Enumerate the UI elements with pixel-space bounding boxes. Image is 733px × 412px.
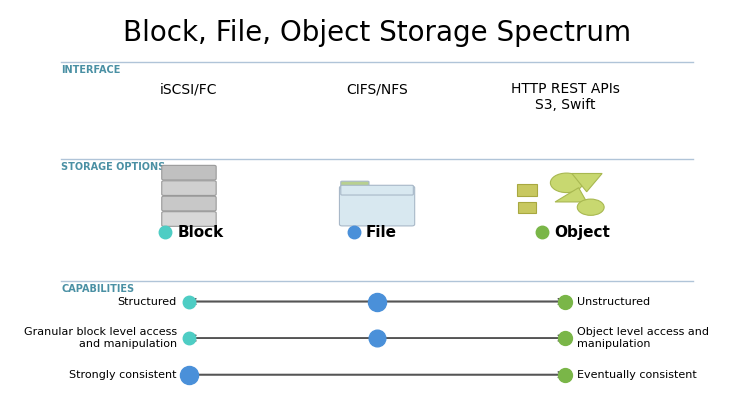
Polygon shape [572, 173, 602, 192]
Text: Block, File, Object Storage Spectrum: Block, File, Object Storage Spectrum [123, 19, 631, 47]
Text: File: File [366, 225, 397, 240]
FancyBboxPatch shape [162, 196, 216, 211]
Polygon shape [555, 188, 586, 202]
Text: Block: Block [177, 225, 224, 240]
Text: Granular block level access
and manipulation: Granular block level access and manipula… [23, 327, 177, 349]
Text: Eventually consistent: Eventually consistent [578, 370, 697, 380]
Text: Object: Object [553, 225, 610, 240]
Text: Object level access and
manipulation: Object level access and manipulation [578, 327, 710, 349]
FancyBboxPatch shape [162, 165, 216, 180]
Text: CIFS/NFS: CIFS/NFS [346, 82, 408, 96]
Text: HTTP REST APIs
S3, Swift: HTTP REST APIs S3, Swift [511, 82, 619, 112]
FancyBboxPatch shape [162, 212, 216, 226]
FancyBboxPatch shape [341, 181, 369, 190]
Bar [517, 184, 537, 196]
FancyBboxPatch shape [339, 186, 415, 226]
Circle shape [578, 199, 604, 215]
Text: STORAGE OPTIONS: STORAGE OPTIONS [62, 162, 166, 172]
Text: INTERFACE: INTERFACE [62, 65, 121, 75]
Bar [518, 202, 536, 213]
Circle shape [550, 173, 583, 192]
Text: CAPABILITIES: CAPABILITIES [62, 284, 134, 294]
FancyBboxPatch shape [162, 181, 216, 195]
Text: Strongly consistent: Strongly consistent [70, 370, 177, 380]
Text: iSCSI/FC: iSCSI/FC [161, 82, 218, 96]
Text: Structured: Structured [117, 297, 177, 307]
Text: Unstructured: Unstructured [578, 297, 650, 307]
FancyBboxPatch shape [341, 185, 413, 195]
